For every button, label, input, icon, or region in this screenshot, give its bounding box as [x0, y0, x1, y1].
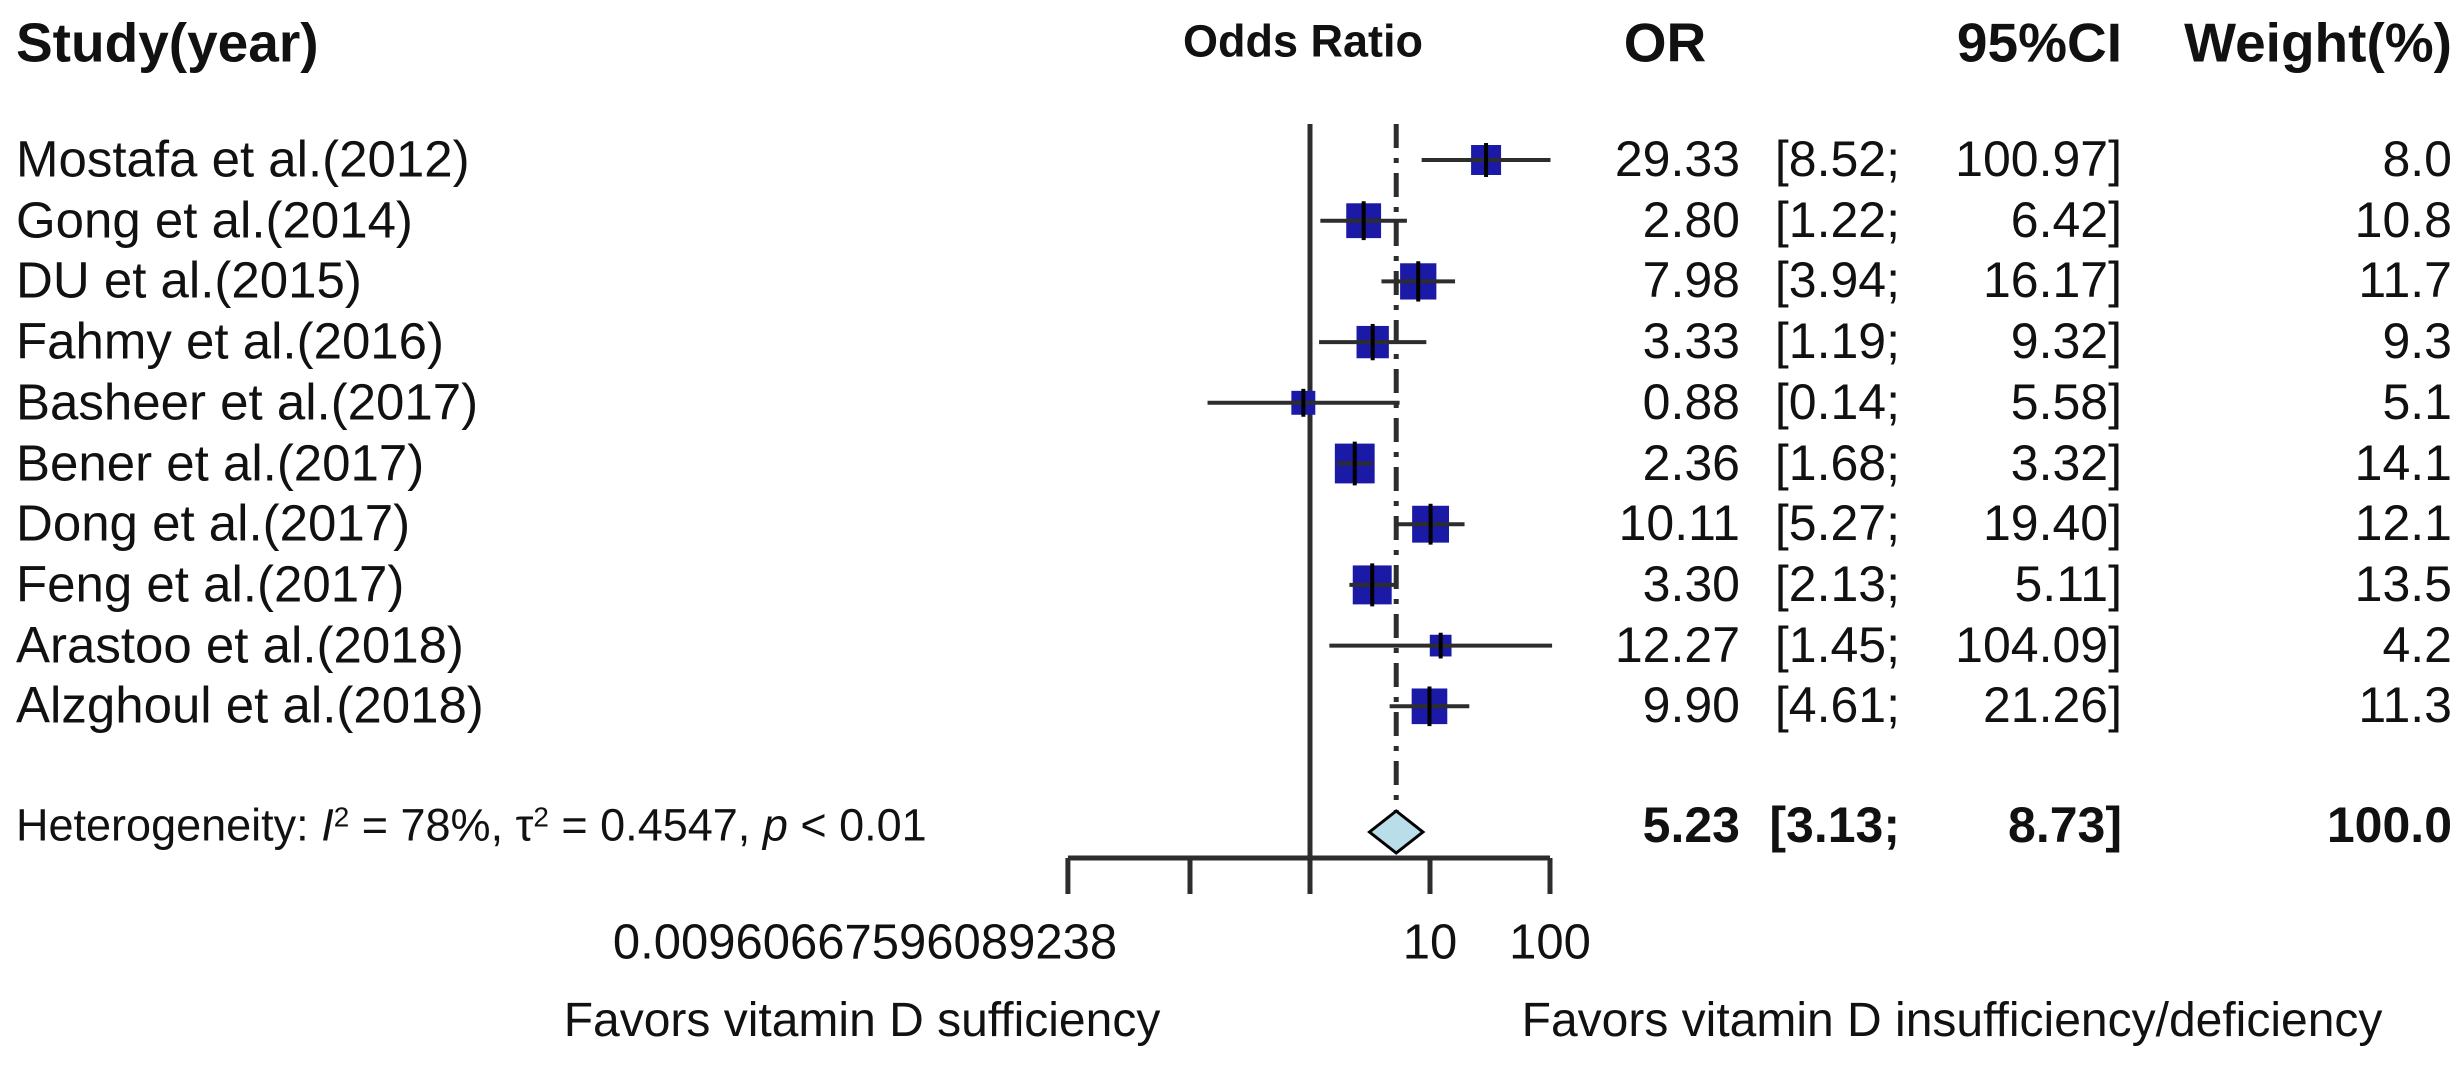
study-ci-low: [1.22; [1774, 191, 1900, 248]
summary-diamond [1367, 809, 1426, 855]
study-ci-low: [5.27; [1774, 495, 1900, 552]
favors-left-label: Favors vitamin D sufficiency [563, 994, 1161, 1048]
study-ci-low: [1.68; [1774, 434, 1900, 491]
study-row-label: Gong et al.(2014) [16, 191, 413, 249]
study-row-label: Arastoo et al.(2018) [16, 616, 464, 674]
study-or-value: 2.36 [1642, 434, 1740, 491]
p-value: < 0.01 [787, 799, 927, 851]
summary-ci-low: [3.13; [1769, 797, 1900, 853]
tau-squared-value: = 0.4547, [548, 799, 763, 851]
study-row-label: Bener et al.(2017) [16, 433, 425, 491]
study-or-value: 29.33 [1614, 131, 1740, 187]
study-weight: 9.3 [2382, 313, 2452, 370]
summary-ci-high: 8.73] [2008, 797, 2122, 853]
summary-or-value: 5.23 [1642, 797, 1740, 853]
heterogeneity-prefix: Heterogeneity: [16, 799, 322, 851]
study-ci-high: 6.42] [2010, 191, 2122, 248]
favors-right-label: Favors vitamin D insufficiency/deficienc… [1521, 994, 2383, 1048]
study-row-label: Basheer et al.(2017) [16, 373, 479, 431]
study-column-header: Study(year) [16, 11, 319, 74]
study-row-label: Fahmy et al.(2016) [16, 312, 445, 370]
study-weight: 13.5 [2354, 555, 2452, 612]
x-axis-tick-label: 100 [1509, 915, 1591, 970]
x-axis-tick-label: 10 [1402, 915, 1458, 970]
plot-column-header: Odds Ratio [1182, 15, 1424, 67]
study-ci-high: 21.26] [1982, 677, 2122, 734]
study-ci-low: [8.52; [1774, 131, 1900, 187]
i-squared-value: = 78%, [349, 799, 516, 851]
study-ci-low: [4.61; [1774, 677, 1900, 734]
study-ci-high: 5.11] [2014, 555, 2123, 612]
study-weight: 4.2 [2382, 616, 2452, 673]
study-or-value: 12.27 [1614, 616, 1740, 673]
study-or-value: 7.98 [1642, 252, 1740, 309]
study-ci-high: 100.97] [1955, 131, 2122, 187]
study-ci-high: 9.32] [2010, 313, 2122, 370]
i-squared-symbol: I [321, 799, 334, 851]
study-weight: 5.1 [2382, 373, 2452, 430]
study-row-label: DU et al.(2015) [16, 251, 362, 309]
tau-squared-sup: 2 [533, 801, 549, 833]
weight-column-header: Weight(%) [2184, 11, 2452, 74]
study-ci-high: 16.17] [1982, 252, 2122, 309]
study-weight: 8.0 [2382, 131, 2452, 187]
summary-weight: 100.0 [2326, 797, 2452, 853]
study-ci-low: [1.19; [1774, 313, 1900, 370]
study-ci-low: [0.14; [1774, 373, 1900, 430]
study-ci-high: 19.40] [1982, 495, 2122, 552]
ci-column-header: 95%CI [1956, 11, 2122, 74]
study-weight: 11.7 [2358, 252, 2452, 309]
study-ci-high: 3.32] [2010, 434, 2122, 491]
tau-squared-symbol: τ [515, 799, 534, 851]
study-ci-low: [2.13; [1774, 555, 1900, 612]
heterogeneity-text: Heterogeneity: I2 = 78%, τ2 = 0.4547, p … [16, 803, 927, 848]
study-weight: 12.1 [2354, 495, 2452, 552]
study-or-value: 3.30 [1642, 555, 1740, 612]
study-weight: 14.1 [2354, 434, 2452, 491]
study-row-label: Feng et al.(2017) [16, 555, 405, 613]
study-weight: 10.8 [2354, 191, 2452, 248]
study-row-label: Dong et al.(2017) [16, 494, 411, 552]
study-or-value: 3.33 [1642, 313, 1740, 370]
study-row-label: Mostafa et al.(2012) [16, 130, 470, 188]
study-ci-low: [3.94; [1774, 252, 1900, 309]
study-or-value: 0.88 [1642, 373, 1740, 430]
i-squared-sup: 2 [333, 801, 350, 833]
study-ci-high: 5.58] [2010, 373, 2122, 430]
study-weight: 11.3 [2358, 677, 2452, 734]
or-column-header: OR [1623, 11, 1707, 74]
study-row-label: Alzghoul et al.(2018) [16, 676, 484, 734]
study-or-value: 2.80 [1642, 191, 1740, 248]
study-or-value: 9.90 [1642, 677, 1740, 734]
p-symbol: p [762, 799, 788, 851]
study-ci-low: [1.45; [1774, 616, 1900, 673]
study-or-value: 10.11 [1618, 495, 1740, 552]
x-axis-tick-label: 0.00960667596089238 [612, 915, 1118, 970]
study-ci-high: 104.09] [1955, 616, 2122, 673]
